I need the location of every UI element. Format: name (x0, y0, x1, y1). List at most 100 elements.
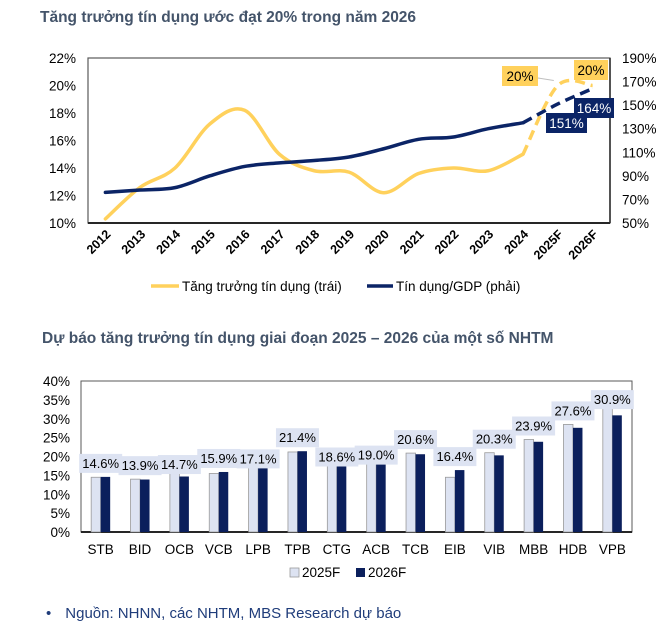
legend-swatch-2025f (289, 567, 300, 578)
y-axis-tick-label: 25% (43, 431, 70, 446)
data-label: 18.6% (318, 450, 355, 465)
x-axis-tick-label: 2017 (258, 227, 288, 257)
data-label-box (433, 447, 477, 467)
data-label: 27.6% (555, 403, 592, 418)
data-label: 21.4% (279, 430, 316, 445)
data-label-box (512, 416, 556, 436)
data-label: 13.9% (122, 458, 159, 473)
line-chart-title: Tăng trưởng tín dụng ước đạt 20% trong n… (40, 9, 417, 26)
x-axis-tick-label: EIB (444, 542, 466, 557)
data-label-box (590, 390, 634, 410)
data-label-box (197, 448, 241, 468)
data-label: 30.9% (594, 392, 631, 407)
y-axis-tick-label: 30% (43, 412, 70, 427)
y-axis-tick-label: 10% (43, 487, 70, 502)
data-label: 19.0% (358, 448, 395, 463)
bar-2026f (494, 455, 504, 532)
x-axis-tick-label: VPB (599, 542, 626, 557)
legend-label-credit-gdp: Tín dụng/GDP (phải) (396, 279, 520, 294)
data-label-box (157, 455, 201, 475)
y-axis-tick-label: 5% (50, 506, 70, 521)
x-axis-tick-label: 2013 (119, 227, 149, 257)
bar-2025f (326, 456, 338, 533)
bullet: • (46, 605, 52, 622)
right-axis-tick-label: 150% (622, 98, 657, 113)
bar-2026f (140, 479, 150, 532)
data-label-box (236, 449, 280, 469)
x-axis-tick-label: 2019 (328, 227, 358, 257)
bar-2026f (336, 461, 347, 532)
data-label-credit-gdp: 164% (577, 101, 612, 116)
credit-growth-line-forecast (521, 78, 593, 156)
bar-2025f (130, 478, 141, 533)
data-label-credit-gdp: 151% (549, 116, 584, 131)
bar-2026f (454, 470, 465, 532)
left-axis-tick-label: 12% (49, 189, 76, 204)
x-axis-tick-label: HDB (559, 542, 588, 557)
bar-2025f (563, 424, 574, 533)
bar-2025f (602, 398, 613, 533)
credit-growth-line-chart: 10% 12% 14% 16% 18% 20% 22% 50% 70% 90% 110% 130% 15… (49, 51, 657, 294)
x-axis-tick-label: 2018 (293, 227, 323, 257)
bar-2026f (297, 451, 307, 532)
bar-2026f (258, 467, 268, 532)
data-label-box (551, 401, 595, 421)
source-note: • Nguồn: NHNN, các NHTM, MBS Research dự … (46, 605, 401, 622)
bar-chart-title: Dự báo tăng trưởng tín dụng giai đoạn 20… (42, 330, 554, 347)
x-axis-tick-label: 2021 (397, 227, 427, 257)
left-axis-tick-label: 20% (49, 79, 76, 94)
bank-credit-bar-chart: 0% 5% 10% 15% 20% 25% 30% 35% 40% 14.6% STB 13.9% BI… (43, 374, 634, 580)
data-label-box (574, 98, 614, 118)
bar-2026f (415, 454, 426, 532)
bar-2026f (179, 476, 189, 532)
data-label-box (574, 60, 608, 80)
data-label: 17.1% (240, 451, 277, 466)
data-label: 20.6% (397, 432, 434, 447)
y-axis-tick-label: 35% (43, 393, 70, 408)
bar-2025f (366, 454, 377, 533)
bar-2025f (444, 476, 456, 533)
x-axis-tick-label: MBB (519, 542, 548, 557)
data-label: 14.6% (82, 456, 119, 471)
right-axis-tick-label: 90% (622, 169, 649, 184)
y-axis-tick-label: 20% (43, 450, 70, 465)
legend-label-2026f: 2026F (368, 565, 406, 580)
bar-2025f (248, 457, 259, 533)
legend-swatch-2026f (356, 568, 365, 577)
bar-2026f (100, 476, 111, 532)
data-label-box (472, 429, 516, 449)
legend-label-credit-growth: Tăng trưởng tín dụng (trái) (182, 279, 342, 294)
x-axis-tick-label: VIB (483, 542, 505, 557)
data-label: 20.3% (476, 432, 513, 447)
bar-2025f (523, 439, 535, 533)
x-axis-tick-label: 2012 (84, 227, 114, 257)
x-axis-tick-label: VCB (205, 542, 233, 557)
bar-2026f (218, 471, 229, 532)
x-axis-tick-label: LPB (245, 542, 271, 557)
data-label-box (502, 66, 538, 86)
x-axis-tick-label: 2026F (566, 227, 601, 262)
right-axis-tick-label: 70% (622, 192, 649, 207)
source-text: Nguồn: NHNN, các NHTM, MBS Research dự b… (65, 605, 402, 622)
x-axis-tick-label: CTG (323, 542, 352, 557)
right-axis-tick-label: 110% (622, 145, 656, 160)
data-label-box (354, 445, 398, 465)
data-label-credit-growth: 20% (506, 69, 533, 84)
right-axis-tick-label: 50% (622, 216, 649, 231)
y-axis-tick-label: 15% (43, 468, 70, 483)
data-label-box (394, 430, 438, 450)
bar-2025f (208, 473, 220, 533)
bar-2025f (169, 463, 180, 533)
x-axis-tick-label: ACB (362, 542, 390, 557)
bar-2026f (533, 441, 544, 532)
data-label: 14.7% (161, 457, 198, 472)
data-label-box (315, 447, 359, 467)
left-axis-tick-label: 18% (49, 106, 76, 121)
x-axis-tick-label: 2025F (531, 227, 566, 262)
left-axis-tick-label: 14% (49, 161, 76, 176)
x-axis-tick-label: 2015 (188, 227, 218, 257)
x-axis-tick-label: TPB (284, 542, 310, 557)
x-axis-tick-label: OCB (165, 542, 194, 557)
left-axis-tick-label: 22% (49, 51, 76, 66)
x-axis-tick-label: BID (129, 542, 152, 557)
